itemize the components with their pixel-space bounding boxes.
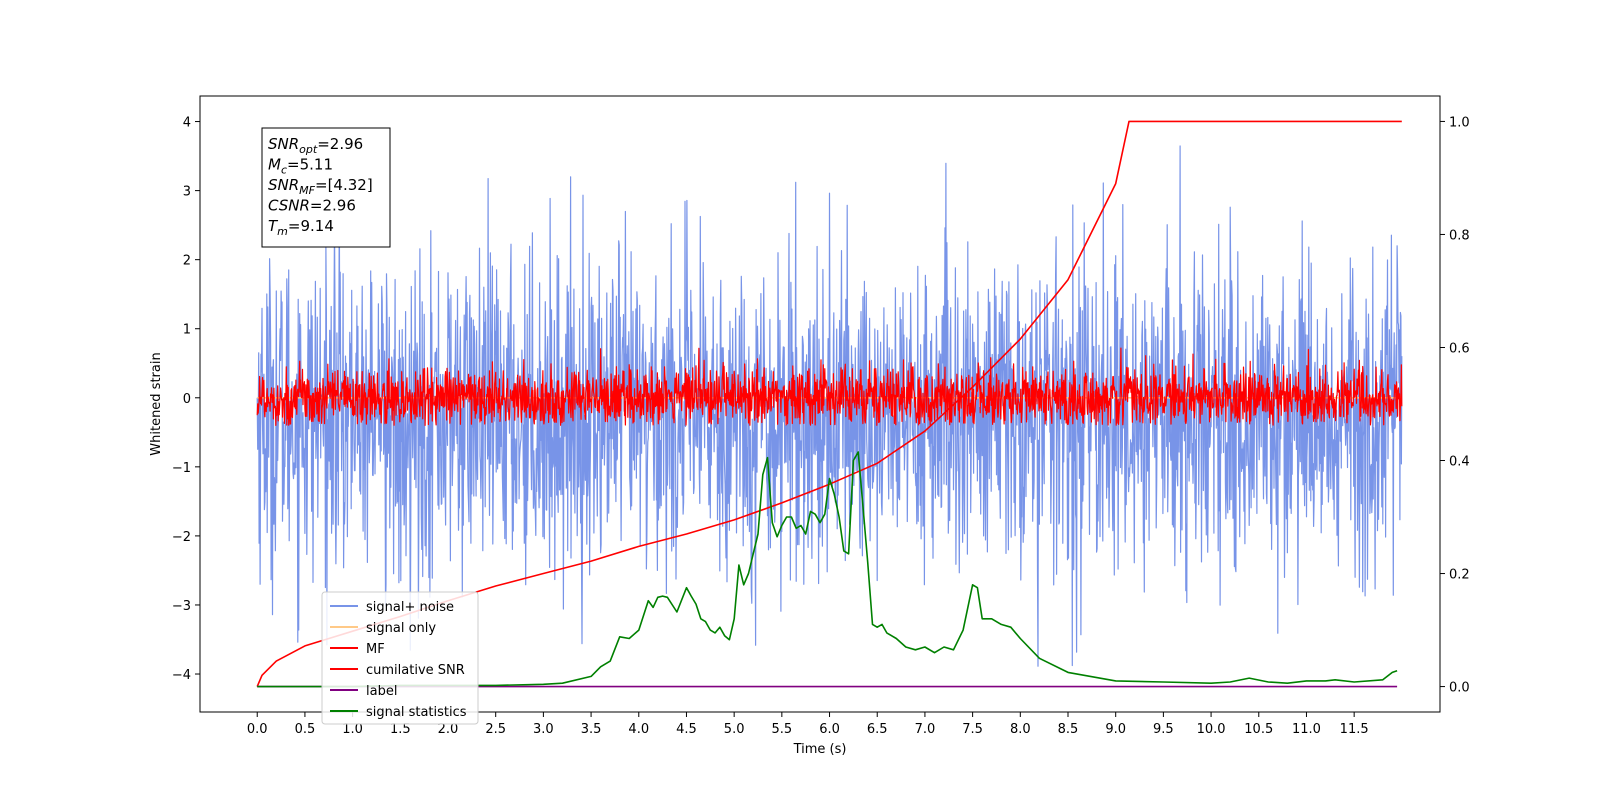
x-tick-label: 0.0 [247, 722, 268, 737]
annotation-line: Mc=5.11 [268, 156, 333, 177]
y-tick-label: −4 [172, 668, 191, 683]
x-axis-label: Time (s) [793, 742, 847, 757]
x-axis: 0.0 0.5 1.0 1.5 2.0 2.5 3.0 3.5 4.0 4.5 5.0 5.5 6.0 6… [247, 712, 1369, 737]
legend-label: signal+ noise [366, 600, 454, 615]
series-mf [256, 347, 1403, 426]
x-tick-label: 1.5 [390, 722, 411, 737]
x-tick-label: 6.0 [819, 722, 840, 737]
x-tick-label: 7.5 [962, 722, 983, 737]
annotation-frame [261, 127, 391, 248]
y-tick-label: 0 [183, 392, 191, 407]
annotation-line: SNRMF=[4.32] [268, 176, 373, 197]
x-tick-label: 9.0 [1105, 722, 1126, 737]
y2-tick-label: 0.0 [1449, 681, 1470, 696]
y2-tick-label: 0.2 [1449, 568, 1470, 583]
plot-frame [199, 95, 1441, 713]
y-tick-label: −1 [172, 461, 191, 476]
y-tick-label: −3 [172, 599, 191, 614]
y-tick-label: −2 [172, 530, 191, 545]
series-signal-statistics [257, 451, 1398, 688]
y-axis-label: Whitened strain [149, 352, 164, 455]
legend-frame [321, 591, 479, 725]
x-tick-label: 11.0 [1292, 722, 1321, 737]
x-tick-label: 4.5 [676, 722, 697, 737]
legend: signal+ noise signal only MF cumilative SNR… [321, 591, 479, 725]
annotation-line: SNRopt=2.96 [268, 135, 363, 156]
legend-label: signal only [366, 621, 436, 636]
legend-label: cumilative SNR [366, 663, 465, 678]
x-tick-label: 10.5 [1244, 722, 1273, 737]
x-tick-label: 10.0 [1197, 722, 1226, 737]
x-tick-label: 11.5 [1340, 722, 1369, 737]
y-axis-right: 1.0 0.8 0.6 0.4 0.2 0.0 [1440, 115, 1470, 696]
x-tick-label: 5.5 [772, 722, 793, 737]
x-tick-label: 7.0 [915, 722, 936, 737]
legend-label: signal statistics [366, 705, 467, 720]
y-tick-label: 1 [183, 323, 191, 338]
annotation-line: CSNR=2.96 [268, 197, 356, 215]
y-tick-label: 2 [183, 254, 191, 269]
x-tick-label: 0.5 [295, 722, 316, 737]
series-signal-noise [256, 145, 1403, 667]
legend-label: label [366, 684, 397, 699]
x-tick-label: 2.5 [485, 722, 506, 737]
x-tick-label: 3.0 [533, 722, 554, 737]
x-tick-label: 3.5 [581, 722, 602, 737]
annotation-line: Tm=9.14 [268, 217, 334, 238]
x-tick-label: 8.0 [1010, 722, 1031, 737]
legend-label: MF [366, 642, 385, 657]
x-tick-label: 4.0 [628, 722, 649, 737]
y2-tick-label: 0.4 [1449, 455, 1470, 470]
x-tick-label: 2.0 [438, 722, 459, 737]
x-tick-label: 1.0 [342, 722, 363, 737]
x-tick-label: 5.0 [724, 722, 745, 737]
x-tick-label: 9.5 [1153, 722, 1174, 737]
y2-tick-label: 1.0 [1449, 115, 1470, 130]
y-tick-label: 4 [183, 116, 191, 131]
y2-tick-label: 0.8 [1449, 228, 1470, 243]
y2-tick-label: 0.6 [1449, 341, 1470, 356]
y-axis-left: 4 3 2 1 0 −1 −2 −3 −4 [172, 116, 200, 683]
x-tick-label: 8.5 [1058, 722, 1079, 737]
y-tick-label: 3 [183, 185, 191, 200]
x-tick-label: 6.5 [867, 722, 888, 737]
